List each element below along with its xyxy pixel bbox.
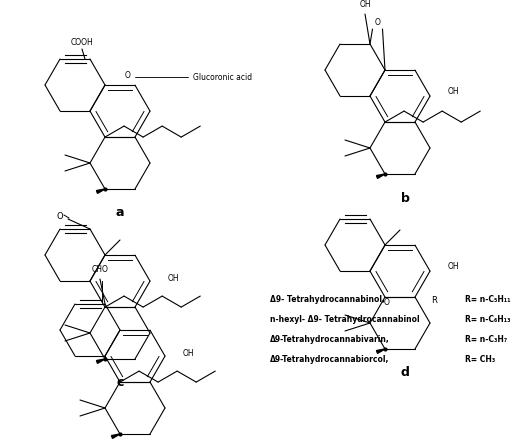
Text: Δ9- Tetrahydrocannabinol,: Δ9- Tetrahydrocannabinol, [270, 295, 385, 304]
Text: Δ9-Tetrahydrocannabivarin,: Δ9-Tetrahydrocannabivarin, [270, 335, 390, 344]
Text: R= CH₃: R= CH₃ [465, 355, 495, 364]
Text: O: O [125, 71, 131, 80]
Polygon shape [376, 349, 385, 354]
Text: Δ9-Tetrahydrocannabiorcol,: Δ9-Tetrahydrocannabiorcol, [270, 355, 389, 364]
Text: O: O [384, 297, 390, 306]
Text: R= n-C₅H₁₁: R= n-C₅H₁₁ [465, 295, 511, 304]
Text: OH: OH [168, 274, 179, 282]
Polygon shape [97, 359, 105, 363]
Polygon shape [112, 434, 120, 438]
Text: COOH: COOH [71, 38, 94, 47]
Text: n-hexyl- Δ9- Tetrahydrocannabinol: n-hexyl- Δ9- Tetrahydrocannabinol [270, 315, 420, 324]
Polygon shape [376, 174, 385, 179]
Text: d: d [401, 366, 409, 380]
Text: OH: OH [448, 262, 460, 271]
Text: R: R [431, 296, 437, 305]
Text: CHO: CHO [92, 264, 109, 274]
Text: b: b [401, 191, 409, 205]
Text: a: a [116, 206, 124, 220]
Text: OH: OH [448, 87, 460, 95]
Text: Glucoronic acid: Glucoronic acid [193, 72, 252, 82]
Text: OH: OH [183, 349, 194, 358]
Text: OH: OH [359, 0, 371, 8]
Text: R= n-C₆H₁₃: R= n-C₆H₁₃ [465, 315, 510, 324]
Polygon shape [97, 189, 105, 194]
Text: O: O [374, 18, 381, 27]
Text: O: O [57, 212, 63, 221]
Text: c: c [116, 377, 124, 389]
Text: R= n-C₃H₇: R= n-C₃H₇ [465, 335, 507, 344]
